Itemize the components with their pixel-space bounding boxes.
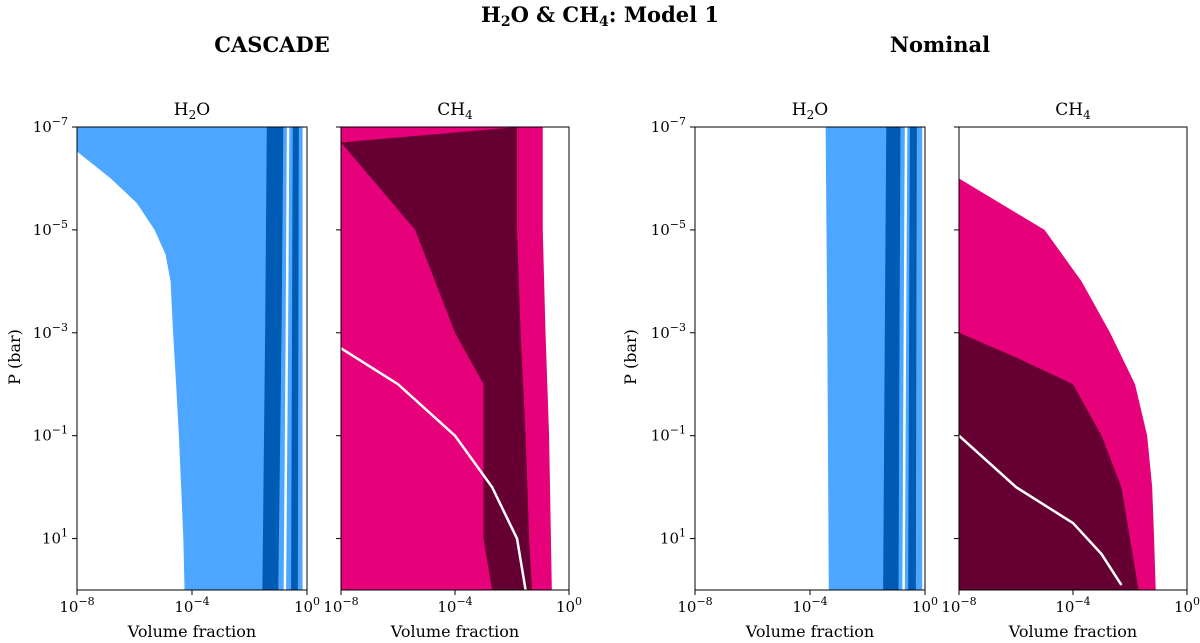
x-tick-label: 100	[912, 595, 938, 616]
x-tick-label: 100	[556, 595, 582, 616]
x-tick-label: 10−8	[323, 595, 358, 616]
x-tick-label: 10−8	[941, 595, 976, 616]
xlabel: Volume fraction	[127, 622, 256, 641]
y-tick-label: 10−5	[33, 218, 68, 239]
x-tick-label: 100	[1174, 595, 1200, 616]
figure-title: H2O & CH4: Model 1	[481, 2, 719, 30]
panel-title: H2O	[792, 100, 828, 122]
x-tick-label: 100	[294, 595, 320, 616]
lower-band	[341, 511, 447, 590]
y-tick-label: 10−7	[33, 115, 68, 136]
panel-title: CH4	[1055, 100, 1091, 122]
x-tick-label: 10−8	[59, 595, 94, 616]
y-tick-label: 101	[660, 527, 686, 548]
y-tick-label: 10−1	[651, 424, 686, 445]
xlabel: Volume fraction	[745, 622, 874, 641]
panel-nominal-ch4: CH4 10−8 10−4 100 Volume fraction	[941, 100, 1200, 641]
median-line	[341, 347, 527, 590]
y-tick-label: 10−3	[651, 321, 686, 342]
y-tick-label: 10−1	[33, 424, 68, 445]
xlabel: Volume fraction	[390, 622, 519, 641]
panel-cascade-ch4: CH4 10−8 10−4 100 Volume fraction	[323, 100, 582, 641]
inner-band-2	[908, 127, 917, 590]
median-line	[283, 127, 290, 590]
group-title-cascade: CASCADE	[214, 32, 329, 57]
y-tick-label: 10−7	[651, 115, 686, 136]
median-line	[959, 434, 1123, 586]
x-tick-label: 10−4	[174, 595, 209, 616]
xlabel: Volume fraction	[1008, 622, 1137, 641]
y-tick-label: 10−3	[33, 321, 68, 342]
x-tick-label: 10−4	[1055, 595, 1090, 616]
x-tick-label: 10−4	[792, 595, 827, 616]
inner-band	[959, 332, 1139, 590]
panel-title: H2O	[174, 100, 210, 122]
panel-nominal-h2o: H2O 10−8 10−4 100 10−7 10−5 10−3 10−1 101 Volume …	[651, 100, 938, 641]
ylabel-right: P (bar)	[621, 329, 640, 385]
ylabel-left: P (bar)	[5, 329, 24, 385]
x-tick-label: 10−4	[437, 595, 472, 616]
outer-band	[77, 127, 303, 590]
y-tick-label: 10−5	[651, 218, 686, 239]
y-tick-label: 101	[42, 527, 68, 548]
inner-band	[262, 127, 284, 590]
inner-band-2	[291, 127, 299, 590]
outer-band	[825, 127, 923, 590]
panel-cascade-h2o: H2O 10−8 10−4 100 10−7 10−5 10−3 10−1 101 Volume …	[33, 100, 320, 641]
x-tick-label: 10−8	[677, 595, 712, 616]
panel-title: CH4	[437, 100, 473, 122]
inner-band	[883, 127, 901, 590]
group-title-nominal: Nominal	[890, 32, 990, 57]
median-line	[902, 127, 908, 590]
